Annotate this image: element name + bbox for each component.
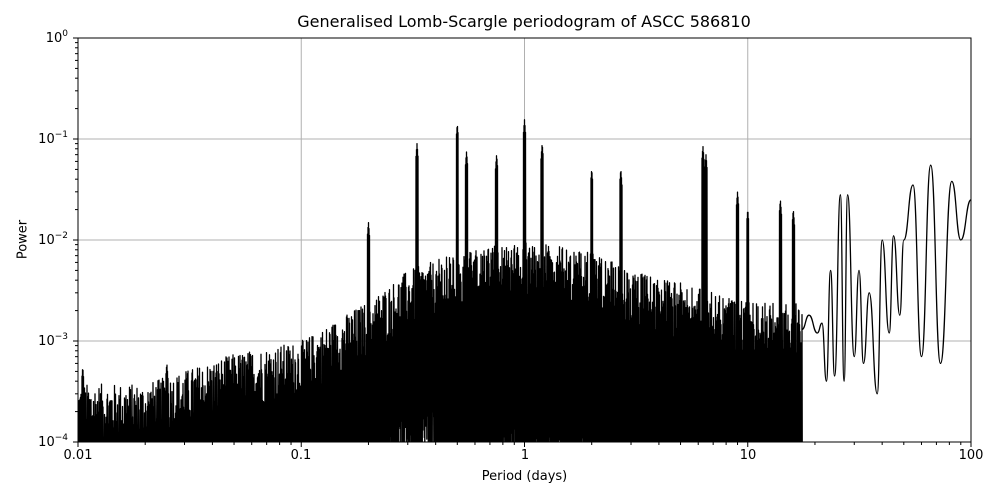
x-tick-label-0.1: 0.1	[290, 448, 312, 463]
x-tick-label-100: 100	[958, 448, 984, 463]
y-tick-label-0.01: 10−2	[38, 231, 68, 248]
x-axis-label: Period (days)	[481, 469, 568, 484]
x-tick-label-0.01: 0.01	[63, 448, 93, 463]
x-tick-label-10: 10	[739, 448, 757, 463]
x-tick-label-1: 1	[520, 448, 530, 463]
y-tick-label-0.0001: 10−4	[38, 433, 68, 450]
y-tick-label-0.001: 10−3	[38, 332, 68, 349]
periodogram-curve	[78, 119, 971, 442]
plot-frame	[77, 37, 972, 443]
chart-title: Generalised Lomb-Scargle periodogram of …	[297, 12, 751, 31]
y-tick-label-1: 100	[45, 29, 68, 46]
y-tick-label-0.1: 10−1	[38, 130, 68, 147]
